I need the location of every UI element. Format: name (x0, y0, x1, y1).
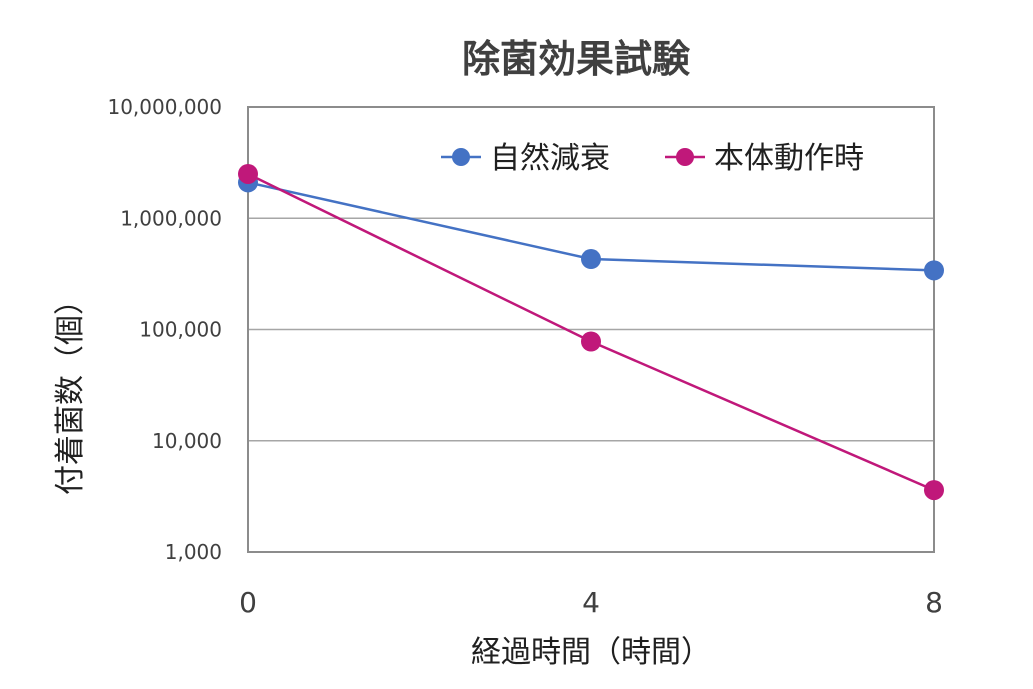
series-0-point-1 (581, 249, 601, 270)
series-1-point-2 (924, 480, 944, 501)
y-axis-label: 付着菌数（個） (53, 285, 88, 495)
y-axis-ticks: 1,000 10,000 100,000 1,000,000 10,000,000 (107, 95, 222, 564)
series-1-point-1 (581, 331, 601, 352)
legend-marker-device-operating (676, 148, 694, 166)
series-0-point-2 (924, 260, 944, 281)
legend-label-device-operating: 本体動作時 (714, 141, 864, 176)
x-tick-label-2: 8 (925, 586, 943, 619)
x-tick-label-1: 4 (582, 586, 600, 619)
y-tick-label-3: 1,000,000 (120, 206, 222, 230)
legend-label-natural-decay: 自然減衰 (490, 141, 610, 176)
legend-marker-natural-decay (452, 148, 470, 166)
y-tick-label-4: 10,000,000 (107, 95, 222, 119)
y-tick-label-0: 1,000 (165, 540, 222, 564)
plot-area-frame (247, 106, 935, 553)
y-tick-label-1: 10,000 (152, 429, 222, 453)
legend: 自然減衰 本体動作時 (441, 141, 864, 176)
series-1-point-0 (238, 163, 258, 184)
x-tick-label-0: 0 (239, 586, 257, 619)
chart-title: 除菌効果試験 (462, 37, 691, 81)
x-axis-label: 経過時間（時間） (471, 635, 711, 670)
x-axis-ticks: 0 4 8 (239, 586, 943, 619)
series (238, 163, 944, 501)
y-tick-label-2: 100,000 (139, 318, 222, 342)
